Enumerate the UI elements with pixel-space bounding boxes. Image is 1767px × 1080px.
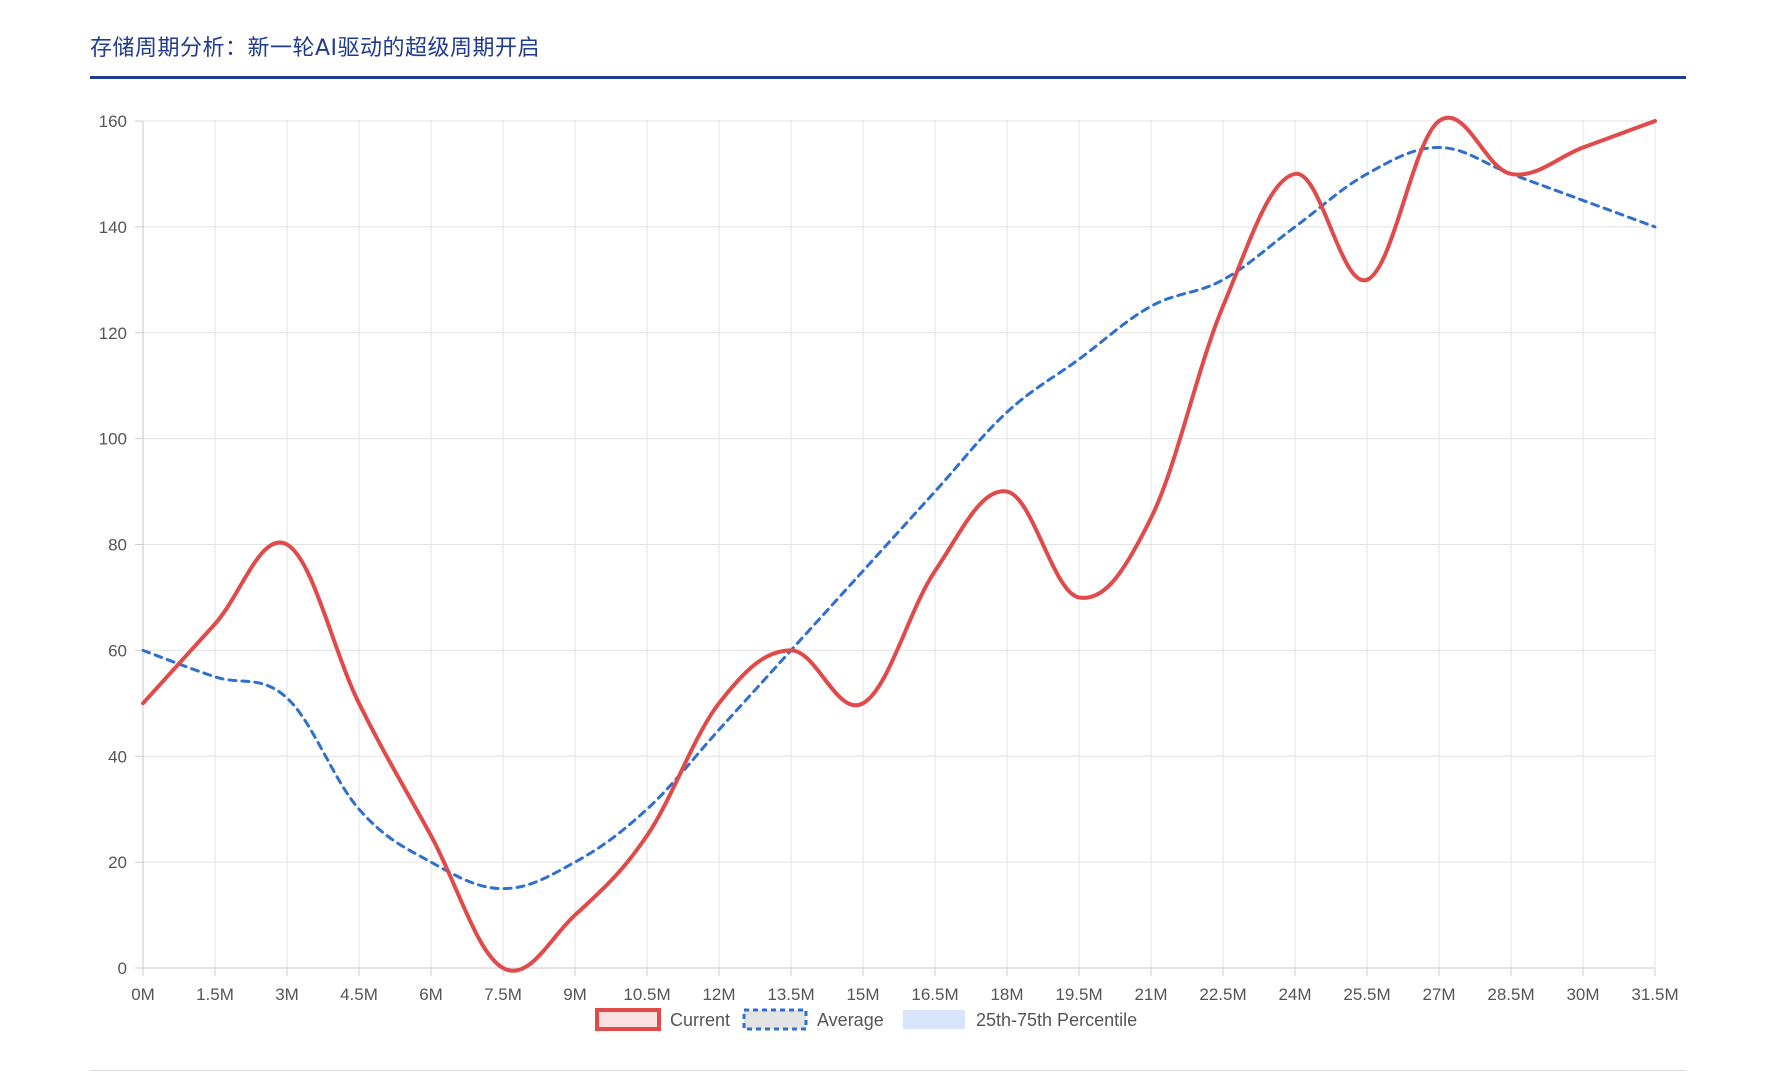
x-tick-label: 15M bbox=[846, 985, 879, 1004]
x-tick-label: 10.5M bbox=[623, 985, 670, 1004]
x-tick-label: 6M bbox=[419, 985, 443, 1004]
legend-item-average-label: Average bbox=[817, 1010, 884, 1030]
x-tick-label: 24M bbox=[1278, 985, 1311, 1004]
y-tick-label: 0 bbox=[118, 959, 127, 978]
current-series-line bbox=[141, 115, 1657, 973]
legend-item-average: Average bbox=[742, 1008, 884, 1031]
x-tick-label: 12M bbox=[702, 985, 735, 1004]
legend-item-average-swatch bbox=[742, 1008, 808, 1031]
x-tick-label: 30M bbox=[1566, 985, 1599, 1004]
y-tick-label: 60 bbox=[108, 641, 127, 660]
y-tick-label: 100 bbox=[99, 430, 127, 449]
title-divider bbox=[90, 76, 1686, 79]
y-tick-label: 120 bbox=[99, 324, 127, 343]
y-tick-label: 140 bbox=[99, 218, 127, 237]
x-tick-label: 19.5M bbox=[1055, 985, 1102, 1004]
x-tick-label: 4.5M bbox=[340, 985, 378, 1004]
x-tick-label: 31.5M bbox=[1631, 985, 1678, 1004]
x-tick-label: 9M bbox=[563, 985, 587, 1004]
y-tick-label: 160 bbox=[99, 112, 127, 131]
chart-legend: Current Average 25th-75th Percentile bbox=[595, 1008, 1137, 1031]
legend-item-percentile-swatch bbox=[903, 1010, 965, 1029]
x-tick-label: 18M bbox=[990, 985, 1023, 1004]
y-tick-label: 20 bbox=[108, 853, 127, 872]
y-tick-label: 80 bbox=[108, 536, 127, 555]
x-tick-label: 21M bbox=[1134, 985, 1167, 1004]
footer-divider bbox=[90, 1070, 1686, 1071]
legend-item-current: Current bbox=[595, 1008, 730, 1031]
x-tick-label: 0M bbox=[131, 985, 155, 1004]
legend-item-current-label: Current bbox=[670, 1010, 730, 1030]
chart-grid bbox=[142, 120, 1656, 969]
legend-item-percentile-label: 25th-75th Percentile bbox=[976, 1010, 1137, 1030]
legend-item-current-swatch bbox=[595, 1008, 661, 1031]
average-series-line bbox=[141, 145, 1657, 891]
chart-series bbox=[141, 115, 1657, 973]
x-tick-label: 3M bbox=[275, 985, 299, 1004]
x-tick-label: 13.5M bbox=[767, 985, 814, 1004]
page-title: 存储周期分析：新一轮AI驱动的超级周期开启 bbox=[90, 36, 541, 61]
x-tick-label: 25.5M bbox=[1343, 985, 1390, 1004]
x-tick-label: 22.5M bbox=[1199, 985, 1246, 1004]
x-tick-label: 7.5M bbox=[484, 985, 522, 1004]
x-tick-label: 16.5M bbox=[911, 985, 958, 1004]
x-tick-label: 28.5M bbox=[1487, 985, 1534, 1004]
legend-item-percentile: 25th-75th Percentile bbox=[903, 1010, 1137, 1030]
x-tick-label: 1.5M bbox=[196, 985, 234, 1004]
x-tick-label: 27M bbox=[1422, 985, 1455, 1004]
y-tick-label: 40 bbox=[108, 747, 127, 766]
chart-axes: 0 20 40 60 80 100 120 140 160 0M 1.5M 3M 4.5M 6M 7.5M 9… bbox=[99, 112, 1679, 1004]
